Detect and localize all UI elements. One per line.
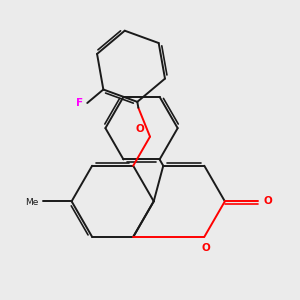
Text: O: O	[135, 124, 144, 134]
Text: Me: Me	[26, 198, 39, 207]
Text: F: F	[76, 98, 83, 108]
Text: O: O	[201, 243, 210, 253]
Text: O: O	[263, 196, 272, 206]
